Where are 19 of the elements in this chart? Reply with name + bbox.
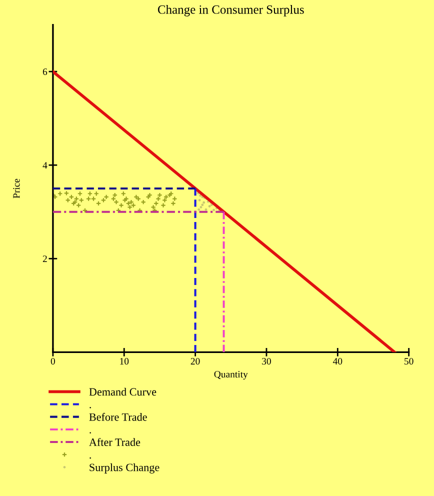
x-tick-label: 0: [50, 358, 56, 365]
legend-label: .: [90, 432, 91, 434]
legend-label: After Trade: [89, 438, 140, 446]
y-axis-title: Price: [13, 178, 20, 198]
x-tick-label: 50: [404, 358, 414, 365]
legend-label: .: [90, 406, 91, 408]
y-tick-label: 4: [42, 162, 48, 168]
y-tick-label: 2: [42, 256, 47, 262]
x-tick-label: 40: [332, 358, 342, 365]
chart-title: Change in Consumer Surplus: [158, 5, 304, 16]
legend-label: Demand Curve: [89, 388, 156, 396]
x-axis-title: Quantity: [214, 370, 248, 380]
legend-label: Surplus Change: [90, 463, 160, 474]
x-tick-label: 10: [120, 358, 129, 365]
x-tick-label: 20: [190, 358, 200, 365]
legend-label: .: [90, 457, 91, 459]
legend-label: Before Trade: [89, 412, 147, 421]
y-tick-label: 6: [42, 68, 48, 76]
x-tick-label: 30: [262, 358, 271, 365]
